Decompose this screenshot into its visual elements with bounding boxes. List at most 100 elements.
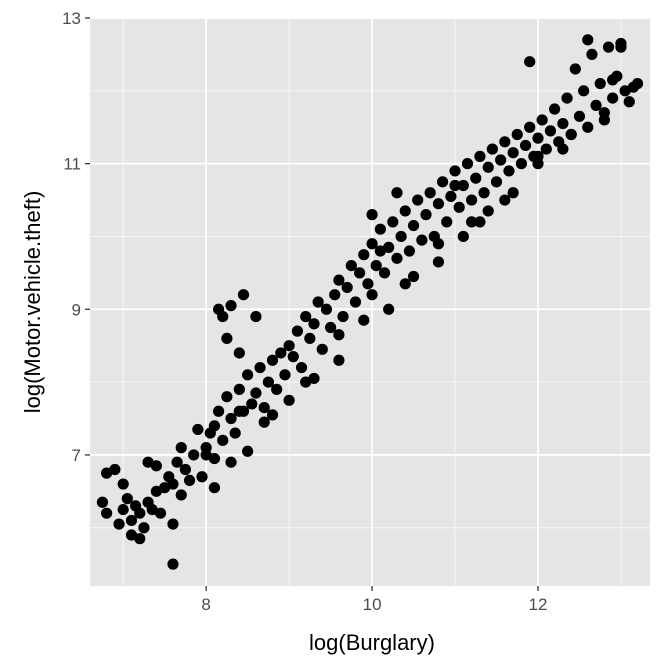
data-point: [171, 456, 183, 468]
data-point: [607, 92, 619, 104]
data-point: [324, 321, 337, 334]
data-point: [200, 449, 212, 461]
data-point: [524, 56, 536, 68]
data-point: [225, 456, 237, 468]
data-point: [486, 143, 498, 155]
y-tick-label: 9: [72, 300, 81, 319]
x-tick-label: 10: [363, 595, 382, 614]
data-point: [250, 310, 262, 323]
data-point: [242, 445, 254, 457]
data-point: [366, 238, 378, 250]
data-point: [225, 412, 237, 425]
data-point: [507, 187, 519, 199]
data-point: [349, 296, 362, 308]
data-point: [561, 92, 573, 104]
data-point: [586, 48, 598, 61]
data-point: [221, 332, 233, 345]
data-point: [383, 303, 395, 315]
data-point: [242, 369, 254, 381]
major-gridlines: [90, 17, 650, 586]
y-tick-labels: 7 9 11 13: [62, 9, 81, 465]
data-point: [540, 143, 552, 155]
data-point: [167, 478, 179, 490]
data-point: [407, 219, 420, 232]
x-tick-label: 8: [201, 595, 210, 614]
data-point: [113, 518, 125, 530]
data-point: [602, 41, 615, 53]
data-point: [378, 267, 391, 279]
data-point: [412, 194, 424, 206]
data-point: [117, 478, 129, 490]
data-point: [100, 507, 113, 519]
data-point: [466, 216, 478, 228]
data-point: [495, 154, 507, 166]
data-point: [403, 245, 416, 257]
data-point: [387, 216, 399, 228]
data-point: [532, 150, 544, 162]
data-point: [507, 147, 519, 159]
data-point: [432, 256, 445, 268]
data-point: [275, 347, 287, 359]
data-point: [503, 165, 515, 177]
data-point: [399, 205, 411, 217]
data-point: [345, 259, 357, 272]
data-point: [436, 176, 449, 188]
data-point: [287, 351, 299, 363]
data-point: [374, 223, 386, 235]
data-point: [582, 34, 594, 46]
data-point: [312, 296, 324, 308]
data-point: [536, 114, 548, 126]
data-point: [453, 201, 465, 213]
data-point: [358, 249, 370, 261]
data-point: [548, 103, 561, 115]
data-point: [607, 74, 619, 86]
data-point: [457, 179, 469, 192]
data-point: [445, 190, 457, 203]
y-axis-title: log(Motor.vehicle.theft): [20, 191, 45, 414]
data-point: [582, 121, 594, 133]
data-point: [499, 136, 511, 148]
data-point: [254, 361, 266, 374]
data-point: [300, 310, 312, 323]
data-point: [569, 63, 581, 75]
data-point: [407, 270, 420, 283]
data-point: [424, 187, 436, 199]
data-point: [362, 278, 374, 290]
data-point: [333, 354, 345, 366]
data-point: [138, 522, 150, 534]
data-point: [466, 194, 478, 206]
data-point: [511, 128, 523, 141]
data-point: [391, 187, 403, 199]
data-point: [358, 314, 370, 326]
data-point: [121, 493, 133, 505]
data-point: [598, 107, 610, 119]
data-point: [258, 401, 270, 414]
data-point: [420, 209, 432, 221]
data-point: [125, 514, 138, 527]
data-point: [279, 369, 291, 381]
data-points: [96, 34, 644, 570]
data-point: [519, 139, 532, 152]
data-point: [208, 420, 221, 432]
data-point: [374, 245, 386, 257]
data-point: [266, 354, 279, 366]
data-point: [225, 300, 237, 312]
data-point: [183, 474, 196, 487]
data-point: [457, 230, 469, 243]
data-point: [474, 150, 486, 162]
data-point: [212, 405, 225, 417]
data-point: [557, 143, 569, 155]
data-point: [154, 507, 167, 519]
data-point: [266, 409, 279, 421]
data-point: [366, 209, 378, 221]
data-point: [594, 77, 606, 90]
data-point: [354, 267, 366, 279]
data-point: [449, 179, 461, 192]
data-point: [167, 558, 179, 570]
data-point: [167, 518, 179, 530]
data-point: [590, 99, 602, 111]
x-axis-title: log(Burglary): [309, 630, 435, 655]
data-point: [524, 121, 536, 133]
data-point: [175, 489, 187, 501]
